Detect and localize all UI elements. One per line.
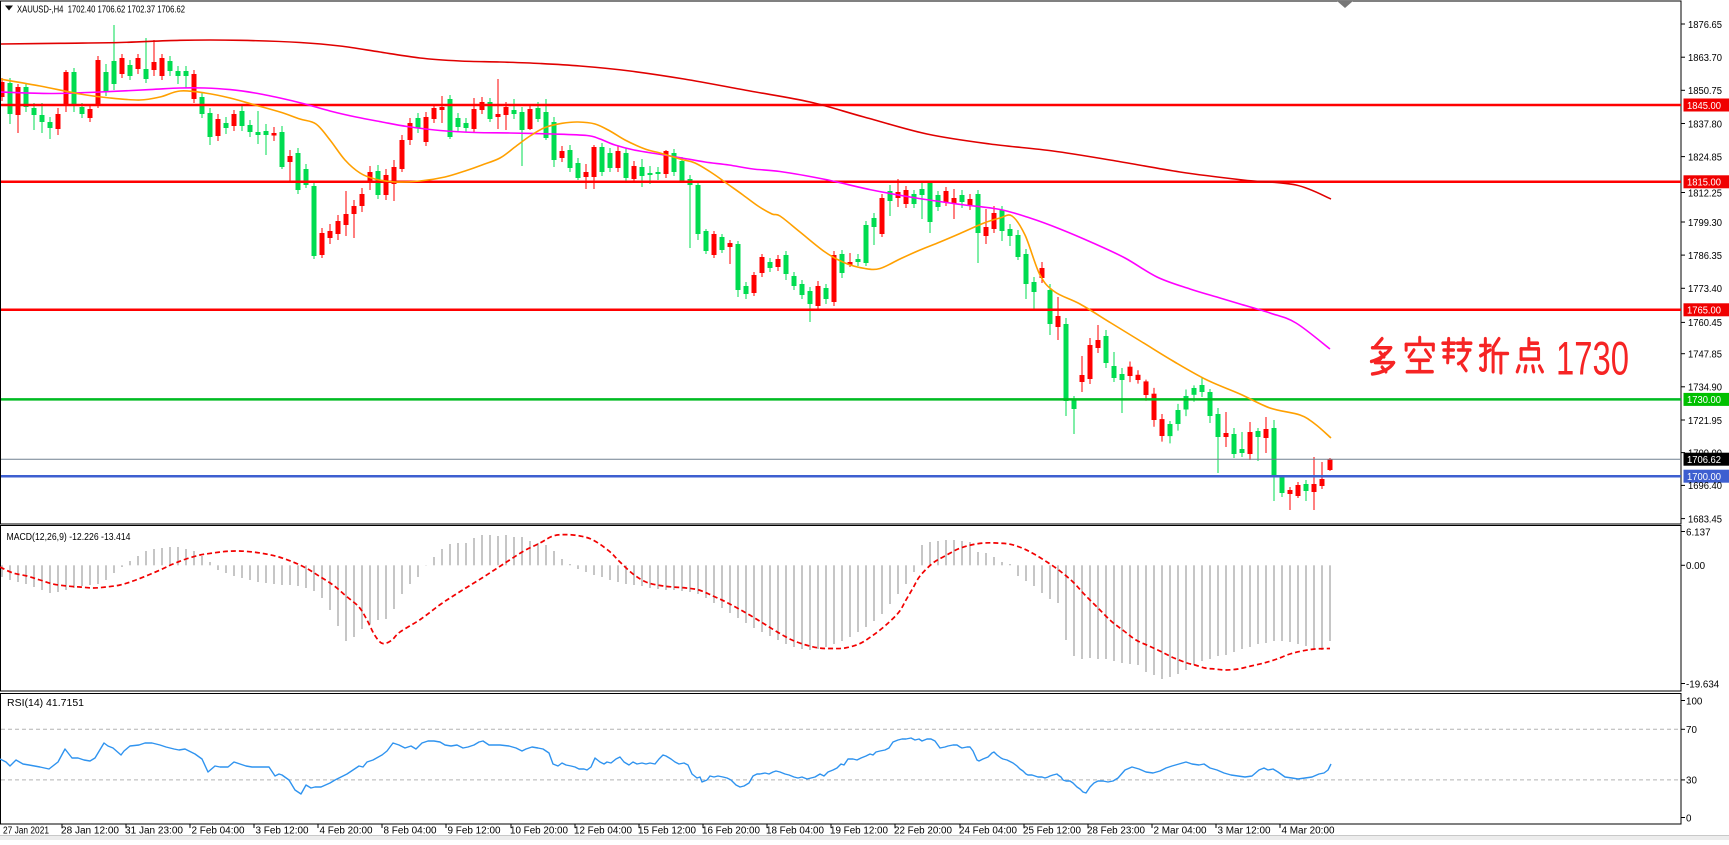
svg-text:0: 0 (1686, 813, 1692, 824)
svg-text:15 Feb 12:00: 15 Feb 12:00 (638, 826, 696, 837)
svg-text:6.137: 6.137 (1686, 527, 1711, 538)
svg-text:30: 30 (1686, 776, 1697, 787)
svg-text:9 Feb 12:00: 9 Feb 12:00 (448, 826, 501, 837)
svg-text:XAUUSD-,H4 1702.40 1706.62 17: XAUUSD-,H4 1702.40 1706.62 1702.37 1706.… (17, 5, 185, 16)
svg-text:1812.25: 1812.25 (1688, 188, 1723, 199)
svg-text:1837.80: 1837.80 (1688, 119, 1723, 130)
svg-text:1696.40: 1696.40 (1688, 481, 1723, 492)
svg-text:1773.40: 1773.40 (1688, 284, 1723, 295)
svg-text:4 Feb 20:00: 4 Feb 20:00 (320, 826, 373, 837)
svg-text:22 Feb 20:00: 22 Feb 20:00 (894, 826, 952, 837)
svg-text:1706.62: 1706.62 (1687, 455, 1721, 466)
svg-text:10 Feb 20:00: 10 Feb 20:00 (510, 826, 568, 837)
svg-text:18 Feb 04:00: 18 Feb 04:00 (766, 826, 824, 837)
svg-text:3 Mar 12:00: 3 Mar 12:00 (1218, 826, 1271, 837)
svg-text:1765.00: 1765.00 (1687, 306, 1722, 317)
svg-text:1730.00: 1730.00 (1687, 395, 1722, 406)
svg-text:1876.65: 1876.65 (1688, 20, 1723, 31)
svg-text:16 Feb 20:00: 16 Feb 20:00 (702, 826, 760, 837)
svg-text:1786.35: 1786.35 (1688, 251, 1723, 262)
svg-text:MACD(12,26,9) -12.226 -13.414: MACD(12,26,9) -12.226 -13.414 (7, 532, 131, 543)
svg-text:28 Jan 12:00: 28 Jan 12:00 (61, 826, 119, 837)
svg-text:RSI(14) 41.7151: RSI(14) 41.7151 (7, 698, 84, 709)
svg-text:1850.75: 1850.75 (1688, 86, 1723, 97)
svg-text:1845.00: 1845.00 (1687, 101, 1722, 112)
svg-text:1747.85: 1747.85 (1688, 350, 1723, 361)
svg-text:1760.45: 1760.45 (1688, 318, 1723, 329)
svg-text:1824.85: 1824.85 (1688, 152, 1723, 163)
svg-text:12 Feb 04:00: 12 Feb 04:00 (574, 826, 632, 837)
svg-text:19 Feb 12:00: 19 Feb 12:00 (830, 826, 888, 837)
svg-text:1815.00: 1815.00 (1687, 178, 1722, 189)
svg-text:3 Feb 12:00: 3 Feb 12:00 (256, 826, 309, 837)
svg-text:25 Feb 12:00: 25 Feb 12:00 (1023, 826, 1081, 837)
svg-text:1721.95: 1721.95 (1688, 416, 1723, 427)
svg-text:1734.90: 1734.90 (1688, 383, 1723, 394)
svg-text:28 Feb 23:00: 28 Feb 23:00 (1087, 826, 1145, 837)
svg-text:24 Feb 04:00: 24 Feb 04:00 (959, 826, 1017, 837)
svg-text:1799.30: 1799.30 (1688, 218, 1723, 229)
svg-text:1683.45: 1683.45 (1688, 514, 1723, 525)
svg-text:4 Mar 20:00: 4 Mar 20:00 (1282, 826, 1335, 837)
svg-text:0.00: 0.00 (1686, 561, 1706, 572)
svg-text:8 Feb 04:00: 8 Feb 04:00 (384, 826, 437, 837)
svg-text:27 Jan 2021: 27 Jan 2021 (3, 826, 49, 837)
svg-text:100: 100 (1686, 696, 1703, 707)
svg-text:1863.70: 1863.70 (1688, 53, 1723, 64)
svg-text:70: 70 (1686, 725, 1697, 736)
svg-text:1730: 1730 (1556, 332, 1629, 385)
svg-text:-19.634: -19.634 (1686, 679, 1720, 690)
svg-text:2 Mar 04:00: 2 Mar 04:00 (1154, 826, 1207, 837)
svg-text:2 Feb 04:00: 2 Feb 04:00 (192, 826, 245, 837)
svg-text:31 Jan 23:00: 31 Jan 23:00 (125, 826, 183, 837)
